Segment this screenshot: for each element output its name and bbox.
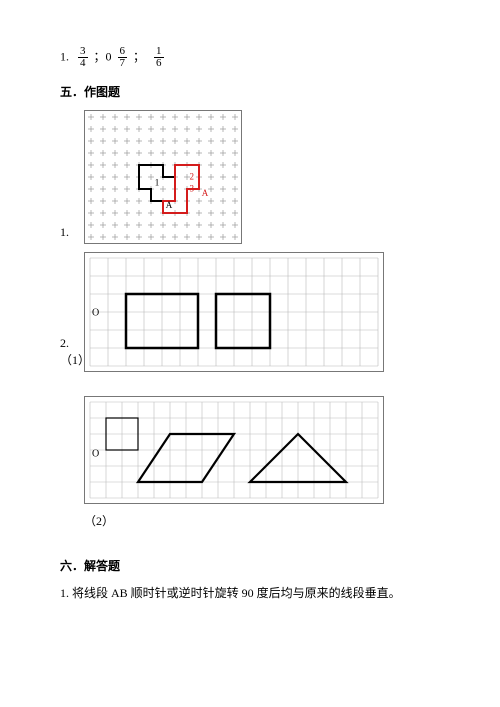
frac-2: 6 7: [118, 46, 128, 69]
fig2-num: 2.（1）: [60, 336, 84, 372]
q6-1-line: 1. 将线段 AB 顺时针或逆时针旋转 90 度后均与原来的线段垂直。: [60, 584, 440, 601]
svg-text:1: 1: [155, 177, 160, 187]
figure-2b-row: O: [60, 396, 440, 504]
q6-1-text: 将线段 AB 顺时针或逆时针旋转 90 度后均与原来的线段垂直。: [72, 586, 401, 600]
svg-text:3: 3: [190, 183, 195, 193]
section-5-title: 五．作图题: [60, 83, 440, 100]
figure-2a-row: 2.（1） O: [60, 252, 440, 372]
section-6-title: 六．解答题: [60, 557, 440, 574]
fig1-svg: 123AA: [88, 114, 238, 240]
svg-text:O: O: [92, 308, 99, 319]
frac-3: 1 6: [154, 46, 164, 69]
fig2a-svg: O: [88, 256, 380, 368]
svg-text:O: O: [92, 448, 99, 459]
q1-num: 1.: [60, 49, 69, 63]
fig1-num: 1.: [60, 225, 84, 244]
sep1: ；0: [94, 49, 112, 63]
figure-1-row: 1. 123AA: [60, 110, 440, 244]
fig2b-box: O: [84, 396, 384, 504]
fig2a-box: O: [84, 252, 384, 372]
fig1-box: 123AA: [84, 110, 242, 244]
fig2b-spacer: [60, 500, 84, 504]
question-1-line: 1. 3 4 ；0 6 7 ； 1 6: [60, 46, 440, 69]
q6-1-num: 1.: [60, 586, 69, 600]
sep2: ；: [133, 49, 145, 63]
svg-text:A: A: [202, 188, 209, 198]
svg-text:2: 2: [190, 171, 195, 181]
frac-1: 3 4: [78, 46, 88, 69]
fig2b-sub: （2）: [84, 512, 440, 529]
fig2b-svg: O: [88, 400, 380, 500]
svg-text:A: A: [166, 200, 173, 210]
